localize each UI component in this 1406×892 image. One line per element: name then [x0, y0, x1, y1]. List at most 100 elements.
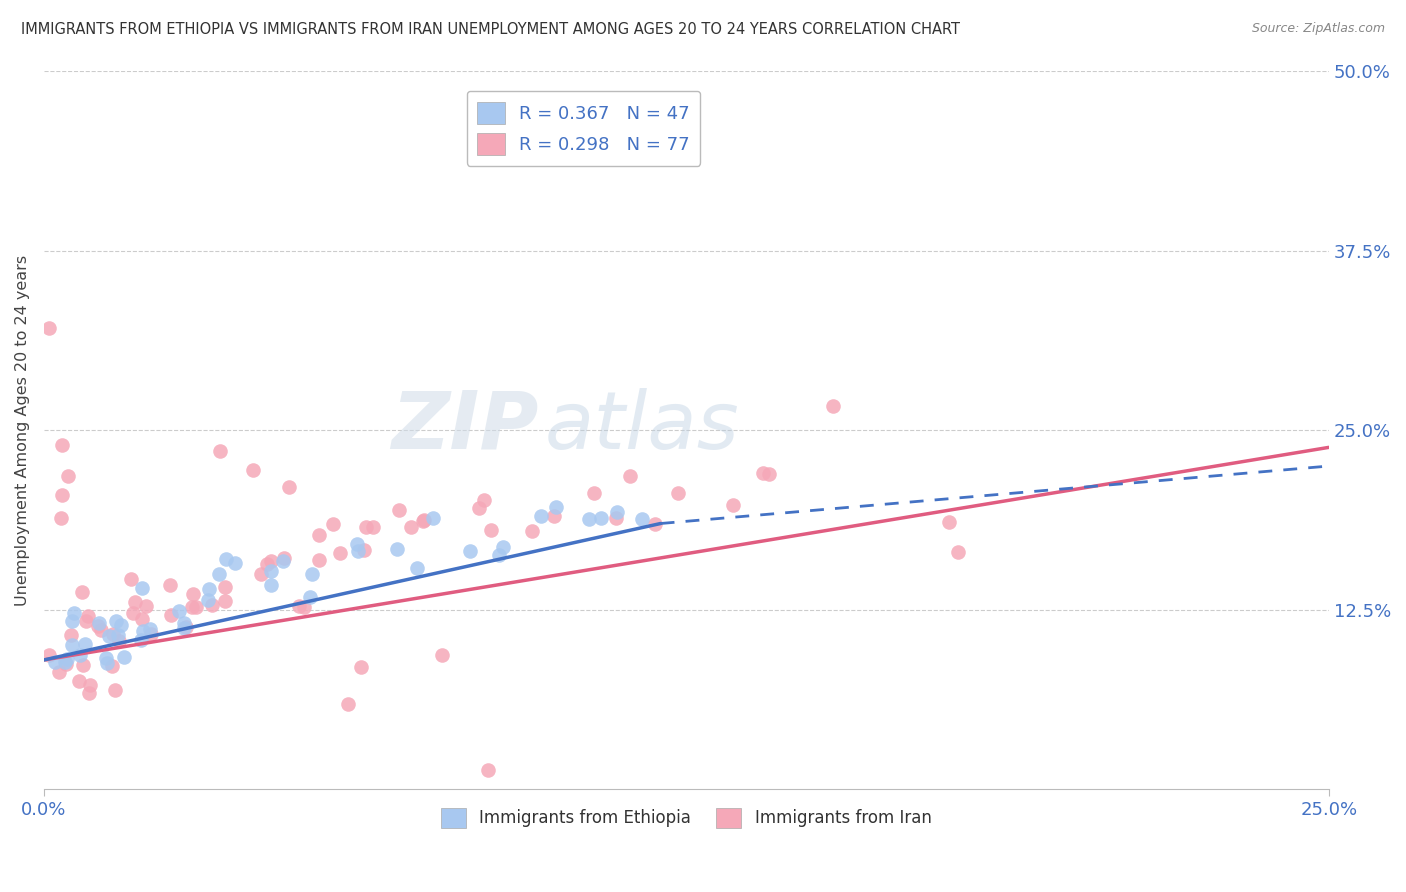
Point: [361, 520, 384, 534]
Point: [271, 554, 294, 568]
Point: [412, 513, 434, 527]
Point: [308, 528, 330, 542]
Point: [44, 656, 66, 670]
Point: [631, 512, 654, 526]
Point: [70, 585, 93, 599]
Point: [124, 595, 146, 609]
Point: [292, 599, 315, 614]
Point: [242, 462, 264, 476]
Point: [619, 468, 641, 483]
Point: [356, 520, 378, 534]
Point: [479, 523, 502, 537]
Point: [301, 567, 323, 582]
Point: [260, 554, 283, 568]
Text: IMMIGRANTS FROM ETHIOPIA VS IMMIGRANTS FROM IRAN UNEMPLOYMENT AMONG AGES 20 TO 2: IMMIGRANTS FROM ETHIOPIA VS IMMIGRANTS F…: [21, 22, 960, 37]
Point: [472, 492, 495, 507]
Point: [51, 488, 73, 502]
Point: [751, 466, 773, 480]
Point: [94, 651, 117, 665]
Point: [215, 552, 238, 566]
Point: [256, 557, 278, 571]
Point: [492, 541, 515, 555]
Point: [60, 614, 83, 628]
Point: [666, 486, 689, 500]
Point: [591, 511, 613, 525]
Point: [322, 517, 344, 532]
Point: [249, 566, 271, 581]
Point: [399, 520, 422, 534]
Point: [62, 606, 84, 620]
Point: [336, 697, 359, 711]
Point: [346, 537, 368, 551]
Point: [201, 598, 224, 612]
Point: [458, 544, 481, 558]
Point: [308, 552, 330, 566]
Point: [60, 628, 83, 642]
Point: [214, 593, 236, 607]
Point: [104, 683, 127, 698]
Point: [120, 572, 142, 586]
Legend: Immigrants from Ethiopia, Immigrants from Iran: Immigrants from Ethiopia, Immigrants fro…: [434, 801, 938, 835]
Point: [346, 544, 368, 558]
Point: [75, 614, 97, 628]
Point: [468, 500, 491, 515]
Point: [138, 623, 160, 637]
Point: [543, 509, 565, 524]
Point: [477, 763, 499, 777]
Point: [110, 618, 132, 632]
Point: [79, 686, 101, 700]
Point: [79, 678, 101, 692]
Point: [97, 629, 120, 643]
Point: [544, 500, 567, 515]
Point: [329, 546, 352, 560]
Point: [139, 627, 162, 641]
Point: [48, 665, 70, 679]
Point: [721, 498, 744, 512]
Point: [605, 510, 627, 524]
Point: [350, 659, 373, 673]
Point: [131, 581, 153, 595]
Point: [105, 615, 128, 629]
Point: [38, 648, 60, 662]
Point: [55, 657, 77, 671]
Point: [96, 656, 118, 670]
Point: [184, 600, 207, 615]
Point: [214, 580, 236, 594]
Point: [644, 516, 666, 531]
Point: [90, 623, 112, 637]
Point: [87, 619, 110, 633]
Point: [208, 444, 231, 458]
Point: [135, 599, 157, 613]
Point: [159, 578, 181, 592]
Point: [821, 399, 844, 413]
Point: [56, 469, 79, 483]
Point: [198, 582, 221, 596]
Point: [181, 600, 204, 615]
Point: [167, 603, 190, 617]
Point: [224, 557, 246, 571]
Point: [107, 628, 129, 642]
Point: [583, 486, 606, 500]
Point: [73, 637, 96, 651]
Point: [197, 593, 219, 607]
Point: [385, 542, 408, 557]
Point: [173, 615, 195, 630]
Point: [55, 651, 77, 665]
Point: [530, 508, 553, 523]
Point: [406, 561, 429, 575]
Point: [160, 607, 183, 622]
Point: [51, 437, 73, 451]
Point: [53, 655, 76, 669]
Point: [131, 612, 153, 626]
Point: [520, 524, 543, 538]
Point: [388, 503, 411, 517]
Point: [208, 566, 231, 581]
Y-axis label: Unemployment Among Ages 20 to 24 years: Unemployment Among Ages 20 to 24 years: [15, 254, 30, 606]
Point: [122, 606, 145, 620]
Point: [422, 510, 444, 524]
Point: [298, 591, 321, 605]
Point: [174, 620, 197, 634]
Point: [259, 577, 281, 591]
Point: [353, 542, 375, 557]
Point: [67, 674, 90, 689]
